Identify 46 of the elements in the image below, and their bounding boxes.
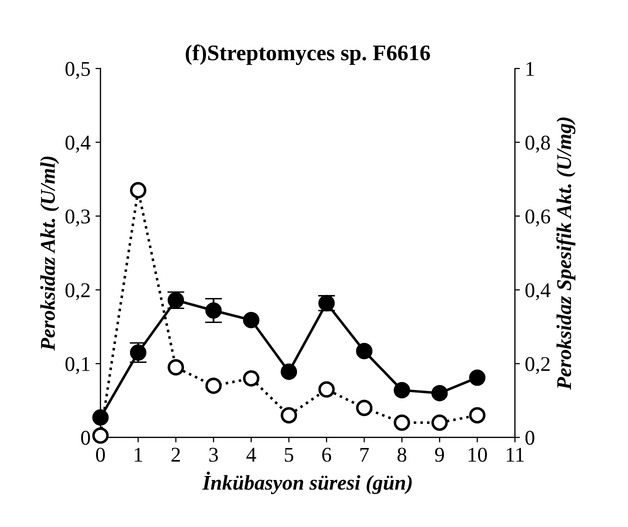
- point: [280, 407, 298, 424]
- y-tick-label: 0: [81, 430, 90, 445]
- point: [92, 427, 109, 444]
- point: [469, 369, 486, 386]
- x-tick-label: 0: [96, 448, 105, 462]
- point: [243, 312, 260, 328]
- point: [356, 400, 372, 416]
- y-tick-label: 0,3: [66, 209, 90, 226]
- point: [469, 407, 486, 424]
- x-tick-label: 2: [172, 448, 180, 462]
- y2-tick-label: 0,2: [525, 357, 550, 374]
- y2-tick-label: 0,6: [525, 209, 550, 226]
- y-axis-title: Peroksidaz Akt. (U/ml): [40, 156, 60, 351]
- point: [431, 414, 448, 431]
- point: [168, 359, 184, 376]
- point: [243, 370, 260, 387]
- y-tick-label: 0,5: [66, 62, 90, 79]
- x-tick-label: 8: [398, 448, 406, 462]
- y2-axis-title: Peroksidaz Spesifik Akt. (U/mg): [556, 118, 576, 390]
- x-tick-label: 6: [322, 448, 332, 462]
- y-tick-label: 0,4: [66, 136, 90, 153]
- x-tick-label: 4: [246, 448, 256, 462]
- y-tick-label: 0,1: [66, 357, 90, 374]
- y2-tick-label: 0,8: [525, 136, 550, 153]
- point: [280, 364, 298, 380]
- point: [356, 342, 372, 360]
- x-tick-label: 9: [435, 448, 444, 462]
- point: [394, 382, 410, 398]
- point: [205, 302, 222, 319]
- x-tick-label: 10: [468, 448, 487, 462]
- y2-tick-label: 1: [526, 62, 534, 76]
- x-tick-label: 1: [134, 448, 142, 462]
- point: [205, 378, 222, 394]
- point: [394, 414, 410, 431]
- y2-tick-label: 0: [525, 430, 534, 445]
- point: [431, 384, 448, 402]
- x-axis-title: İnkübasyon süresi (gün): [202, 472, 412, 494]
- x-tick-label: 7: [360, 448, 369, 462]
- point: [130, 182, 146, 198]
- x-tick-label: 5: [284, 448, 294, 462]
- x-tick-label: 3: [209, 448, 218, 462]
- x-tick-label: 11: [506, 448, 524, 462]
- point: [318, 381, 335, 398]
- y-tick-label: 0,2: [66, 283, 90, 300]
- chart-title: (f)Streptomyces sp. F6616: [186, 44, 430, 65]
- y2-tick-label: 0,4: [525, 283, 550, 300]
